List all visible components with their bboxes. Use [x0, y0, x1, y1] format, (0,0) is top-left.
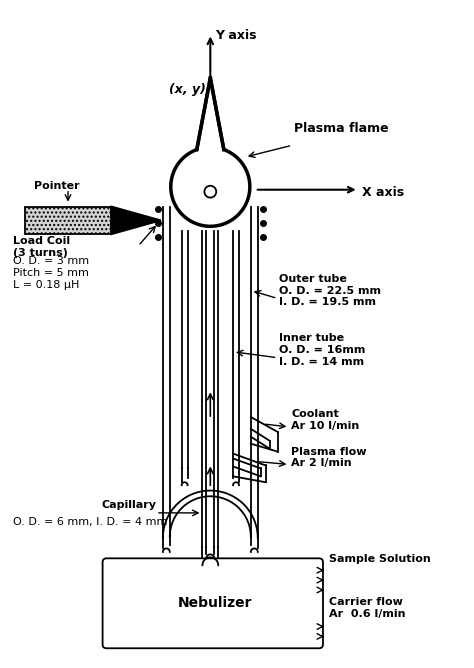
- Text: Plasma flow
Ar 2 l/min: Plasma flow Ar 2 l/min: [292, 447, 367, 468]
- FancyBboxPatch shape: [102, 558, 323, 648]
- Polygon shape: [111, 206, 161, 234]
- Text: Y axis: Y axis: [215, 29, 257, 41]
- Text: Carrier flow
Ar  0.6 l/min: Carrier flow Ar 0.6 l/min: [329, 597, 405, 619]
- Text: Nebulizer: Nebulizer: [178, 597, 253, 611]
- Polygon shape: [171, 78, 250, 226]
- Text: Sample Solution: Sample Solution: [329, 554, 431, 564]
- Text: Load Coil
(3 turns): Load Coil (3 turns): [13, 236, 70, 258]
- Text: O. D. = 3 mm
Pitch = 5 mm
L = 0.18 μH: O. D. = 3 mm Pitch = 5 mm L = 0.18 μH: [13, 257, 89, 289]
- Text: Coolant
Ar 10 l/min: Coolant Ar 10 l/min: [292, 409, 360, 431]
- Text: (x, y): (x, y): [169, 83, 206, 96]
- Text: Capillary: Capillary: [101, 500, 156, 510]
- Circle shape: [204, 186, 216, 198]
- Text: Pointer: Pointer: [35, 181, 80, 191]
- Text: Plasma flame: Plasma flame: [294, 122, 389, 136]
- Text: Outer tube
O. D. = 22.5 mm
I. D. = 19.5 mm: Outer tube O. D. = 22.5 mm I. D. = 19.5 …: [280, 274, 382, 307]
- Text: O. D. = 6 mm, I. D. = 4 mm: O. D. = 6 mm, I. D. = 4 mm: [13, 517, 167, 527]
- Text: X axis: X axis: [362, 186, 404, 198]
- Bar: [25, 206, 111, 234]
- Text: Inner tube
O. D. = 16mm
I. D. = 14 mm: Inner tube O. D. = 16mm I. D. = 14 mm: [280, 333, 366, 367]
